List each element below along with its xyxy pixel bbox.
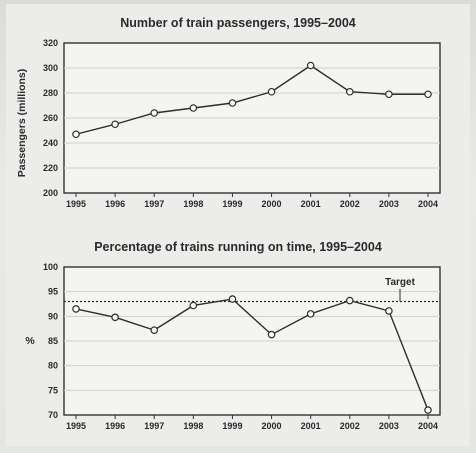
on-time-data-point (228, 295, 237, 303)
passengers-data-point (72, 130, 80, 139)
passengers-x-tick-label: 2004 (418, 199, 438, 209)
passengers-x-tick-label: 2003 (379, 199, 399, 209)
passengers-x-tick-label: 2000 (262, 199, 282, 209)
passengers-chart: Number of train passengers, 1995–2004 Pa… (16, 16, 441, 209)
on-time-data-point (267, 330, 276, 339)
passengers-y-tick-label: 300 (43, 63, 58, 73)
on-time-x-tick-label: 2002 (340, 421, 360, 431)
passengers-x-tick-label: 1998 (183, 199, 203, 209)
on-time-y-tick-label: 90 (48, 311, 58, 321)
on-time-y-tick-label: 85 (48, 336, 58, 346)
passengers-y-tick-label: 240 (43, 138, 58, 148)
on-time-x-tick-label: 2000 (262, 421, 282, 431)
passengers-y-tick-label: 280 (43, 88, 58, 98)
target-label: Target (385, 277, 415, 288)
on-time-data-point (306, 310, 315, 318)
passengers-y-tick-label: 220 (43, 163, 58, 173)
passengers-x-tick-label: 1995 (66, 199, 86, 209)
passengers-data-point (306, 61, 315, 70)
on-time-x-tick-label: 2001 (301, 421, 321, 431)
on-time-x-tick-label: 1998 (183, 421, 203, 431)
passengers-data-point (424, 90, 432, 99)
passengers-data-point (228, 99, 237, 107)
passengers-y-tick-label: 320 (43, 38, 58, 48)
on-time-data-point (424, 406, 432, 414)
passengers-y-tick-label: 200 (43, 188, 58, 198)
on-time-x-tick-label: 1997 (144, 421, 164, 431)
on-time-data-point (111, 313, 119, 322)
passengers-y-tick-label: 260 (43, 113, 58, 123)
on-time-y-tick-label: 70 (48, 410, 58, 420)
on-time-x-tick-label: 1999 (222, 421, 242, 431)
on-time-data-point (189, 301, 198, 310)
passengers-x-tick-label: 1996 (105, 199, 125, 209)
on-time-data-point (72, 305, 80, 313)
passengers-x-tick-label: 1999 (222, 199, 242, 209)
on-time-chart: Percentage of trains running on time, 19… (25, 240, 441, 431)
on-time-y-tick-label: 75 (48, 385, 58, 395)
passengers-data-point (385, 90, 393, 99)
on-time-chart-title: Percentage of trains running on time, 19… (94, 240, 382, 254)
on-time-x-tick-label: 2004 (418, 421, 438, 431)
on-time-data-point (150, 326, 159, 334)
passengers-chart-title: Number of train passengers, 1995–2004 (120, 16, 356, 30)
passengers-data-point (345, 87, 354, 96)
passengers-series-line (75, 64, 428, 135)
passengers-data-point (150, 109, 159, 117)
on-time-data-point (345, 296, 354, 305)
on-time-series-line (75, 298, 429, 411)
on-time-x-tick-label: 1996 (105, 421, 125, 431)
passengers-x-tick-label: 2002 (340, 199, 360, 209)
passengers-data-point (189, 104, 198, 112)
passengers-data-point (111, 120, 119, 129)
passengers-x-tick-label: 1997 (144, 199, 164, 209)
on-time-x-tick-label: 2003 (379, 421, 399, 431)
on-time-y-tick-label: 80 (48, 361, 58, 371)
on-time-y-tick-label: 100 (43, 262, 58, 272)
passengers-x-tick-label: 2001 (301, 199, 321, 209)
on-time-data-point (385, 307, 393, 315)
on-time-y-tick-label: 95 (48, 287, 58, 297)
passengers-data-point (267, 87, 276, 96)
on-time-x-tick-label: 1995 (66, 421, 86, 431)
passengers-y-axis-label: Passengers (millions) (16, 69, 28, 178)
on-time-y-axis-label: % (25, 335, 35, 347)
